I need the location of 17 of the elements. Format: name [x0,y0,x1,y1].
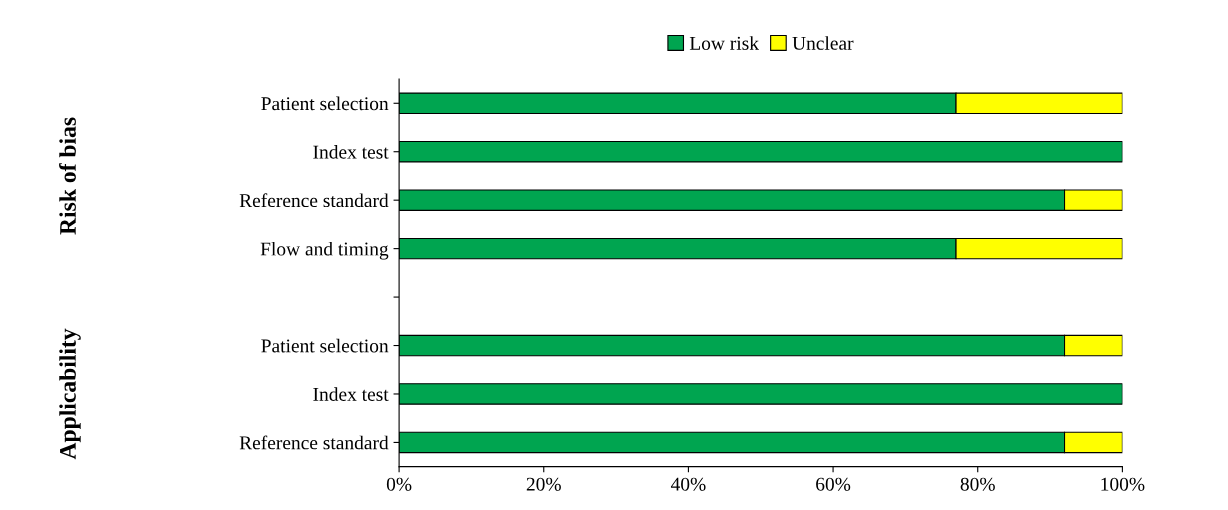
y-tick-label: Reference standard [239,193,389,208]
legend-label: Low risk [689,36,759,50]
x-tick-label: 80% [960,477,995,491]
y-tick-label: Reference standard [239,435,389,450]
x-tick-label: 40% [670,477,706,491]
legend-label: Unclear [792,36,854,50]
y-tick-label: Flow and timing [260,241,389,260]
text: Risk of bias [59,117,76,235]
y-tick-label: Patient selection [261,96,389,111]
x-tick-label: 0% [386,477,412,491]
y-tick-label: Index test [313,387,389,401]
y-tick-label: Index test [313,144,389,159]
x-tick-label: 20% [526,477,561,491]
y-tick-label: Patient selection [261,338,389,353]
text: Applicability [59,328,81,460]
x-tick-label: 60% [816,477,851,491]
x-tick-label: 100% [1101,477,1145,491]
